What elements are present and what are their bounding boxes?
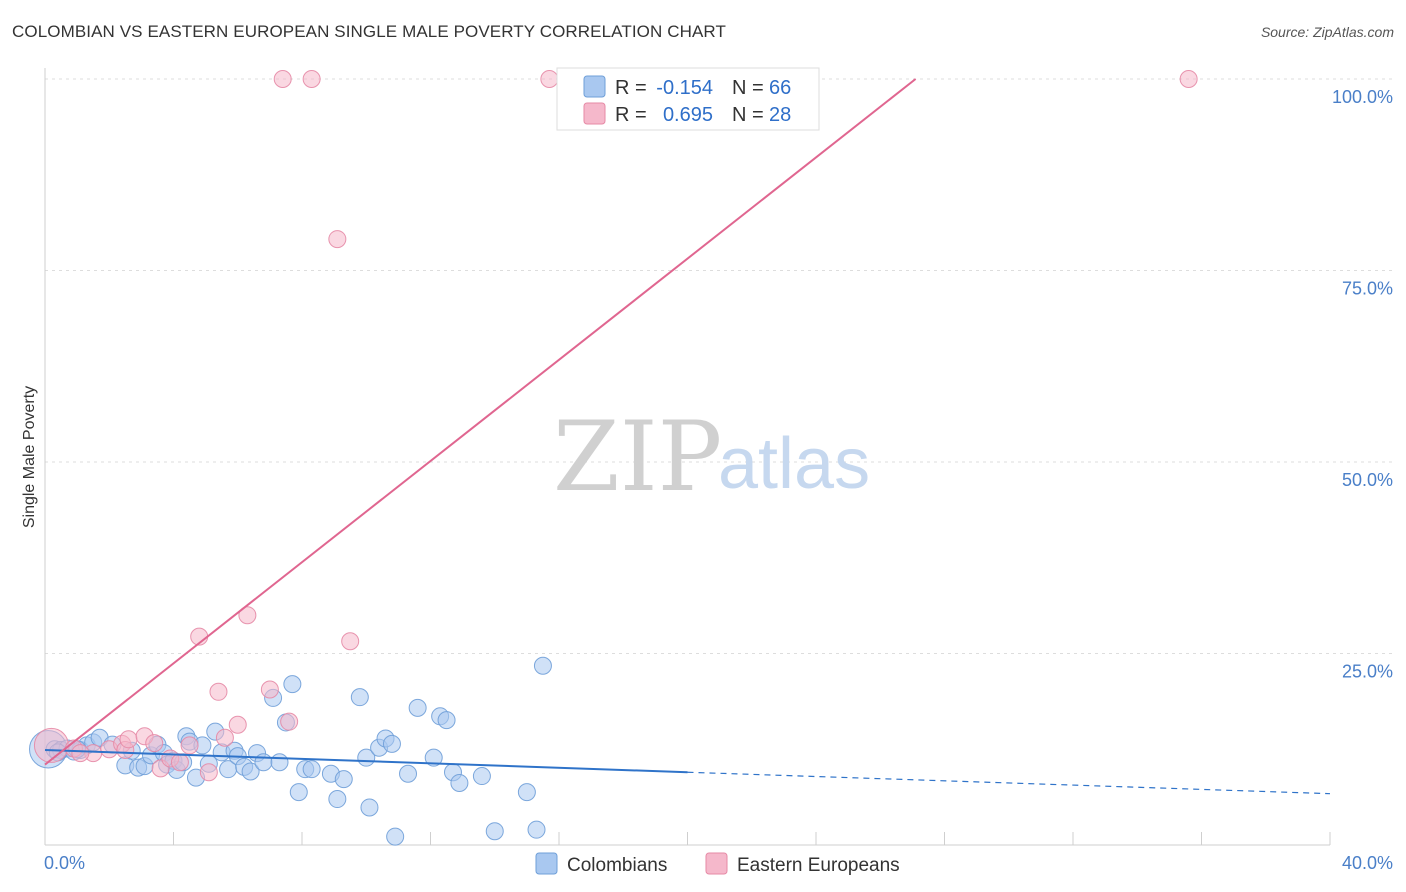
- point-colombians: [424, 748, 443, 767]
- point-colombians: [334, 770, 353, 789]
- y-axis-label: Single Male Poverty: [21, 386, 38, 528]
- y-tick-label: 50.0%: [1342, 470, 1393, 490]
- x-tick-label-min: 0.0%: [44, 853, 85, 873]
- point-eastern-europeans: [1179, 70, 1198, 88]
- bottom-legend-swatch-colombians: [535, 852, 558, 875]
- legend-n-value-colombians: 66: [769, 77, 791, 99]
- point-eastern-europeans: [260, 680, 279, 699]
- bottom-legend-label-colombians: Colombians: [567, 855, 667, 876]
- point-eastern-europeans: [180, 736, 199, 755]
- point-colombians: [270, 753, 289, 772]
- point-eastern-europeans: [170, 753, 189, 772]
- x-tick-label-max: 40.0%: [1342, 853, 1393, 873]
- legend-swatch-eastern-europeans: [583, 102, 606, 125]
- point-colombians: [328, 790, 347, 809]
- y-tick-labels: 100.0% 75.0% 50.0% 25.0%: [1332, 87, 1393, 682]
- legend-r-value-eastern-europeans: 0.695: [663, 104, 713, 126]
- point-eastern-europeans: [302, 70, 321, 88]
- point-colombians: [241, 762, 260, 781]
- point-eastern-europeans: [119, 730, 138, 749]
- y-tick-label: 100.0%: [1332, 87, 1393, 107]
- point-colombians: [437, 711, 456, 730]
- point-colombians: [386, 827, 405, 846]
- point-eastern-europeans: [328, 230, 347, 249]
- point-colombians: [485, 822, 504, 841]
- bottom-legend-label-eastern-europeans: Eastern Europeans: [737, 855, 900, 876]
- grid-lines: [45, 78, 1393, 654]
- point-eastern-europeans: [228, 715, 247, 734]
- y-tick-label: 75.0%: [1342, 279, 1393, 299]
- y-tick-label: 25.0%: [1342, 662, 1393, 682]
- point-eastern-europeans: [145, 734, 164, 753]
- point-eastern-europeans: [540, 70, 559, 88]
- point-colombians: [399, 764, 418, 783]
- series-legend: Colombians Eastern Europeans: [535, 852, 900, 876]
- point-colombians: [382, 734, 401, 753]
- point-colombians: [527, 820, 546, 839]
- point-colombians: [517, 783, 536, 802]
- data-points: [29, 70, 1198, 846]
- point-colombians: [533, 656, 552, 675]
- legend-r-label-eastern-europeans: R =: [615, 104, 647, 126]
- point-colombians: [289, 783, 308, 802]
- axes: [44, 68, 1331, 846]
- legend-n-label-eastern-europeans: N =: [732, 104, 764, 126]
- trend-line-colombians: [44, 749, 688, 774]
- trend-line-eastern-europeans: [44, 78, 917, 766]
- point-colombians: [283, 675, 302, 694]
- legend-n-value-eastern-europeans: 28: [769, 104, 791, 126]
- watermark: ZIP atlas: [553, 401, 870, 513]
- trend-line-extension-colombians: [687, 771, 1331, 795]
- point-eastern-europeans: [33, 727, 69, 763]
- chart-title: COLOMBIAN VS EASTERN EUROPEAN SINGLE MAL…: [12, 22, 726, 41]
- watermark-atlas: atlas: [718, 424, 870, 504]
- point-colombians: [450, 773, 469, 792]
- point-colombians: [350, 688, 369, 707]
- point-colombians: [302, 760, 321, 779]
- legend-n-label-colombians: N =: [732, 77, 764, 99]
- point-colombians: [360, 798, 379, 817]
- point-colombians: [408, 698, 427, 717]
- point-eastern-europeans: [280, 712, 299, 731]
- point-colombians: [472, 767, 491, 786]
- point-eastern-europeans: [273, 70, 292, 88]
- point-eastern-europeans: [71, 744, 90, 763]
- watermark-zip: ZIP: [553, 401, 722, 513]
- correlation-legend: R = -0.154 N = 66 R = 0.695 N = 28: [556, 67, 820, 131]
- x-tick-labels: 0.0% 40.0%: [44, 853, 1393, 873]
- legend-r-value-colombians: -0.154: [656, 77, 713, 99]
- point-eastern-europeans: [215, 728, 234, 747]
- legend-swatch-colombians: [583, 75, 606, 98]
- source-credit: Source: ZipAtlas.com: [1260, 24, 1394, 40]
- legend-r-label-colombians: R =: [615, 77, 647, 99]
- point-eastern-europeans: [199, 763, 218, 782]
- trend-lines: [44, 78, 1331, 795]
- bottom-legend-swatch-eastern-europeans: [705, 852, 728, 875]
- point-eastern-europeans: [238, 606, 257, 625]
- point-eastern-europeans: [209, 682, 228, 701]
- point-eastern-europeans: [341, 632, 360, 651]
- point-colombians: [254, 753, 273, 772]
